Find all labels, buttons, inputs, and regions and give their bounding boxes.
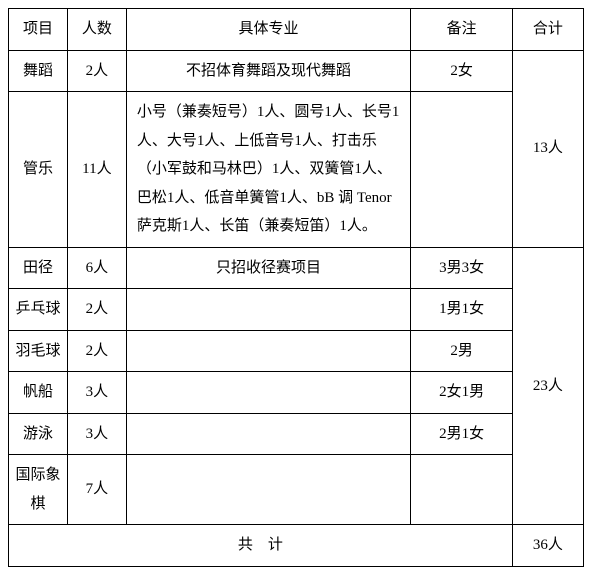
- cell-count: 2人: [67, 289, 126, 331]
- cell-remark: 2男: [411, 330, 513, 372]
- recruitment-table: 项目 人数 具体专业 备注 合计 舞蹈 2人 不招体育舞蹈及现代舞蹈 2女 13…: [8, 8, 584, 567]
- header-total: 合计: [512, 9, 583, 51]
- cell-group-total: 23人: [512, 247, 583, 525]
- header-remark: 备注: [411, 9, 513, 51]
- cell-detail: [126, 455, 410, 525]
- cell-project: 羽毛球: [9, 330, 68, 372]
- cell-project: 田径: [9, 247, 68, 289]
- cell-detail: [126, 372, 410, 414]
- table-row: 田径 6人 只招收径赛项目 3男3女 23人: [9, 247, 584, 289]
- cell-remark: [411, 92, 513, 248]
- cell-count: 2人: [67, 50, 126, 92]
- cell-remark: 2女: [411, 50, 513, 92]
- cell-project: 乒乓球: [9, 289, 68, 331]
- header-project: 项目: [9, 9, 68, 51]
- cell-remark: [411, 455, 513, 525]
- table-header-row: 项目 人数 具体专业 备注 合计: [9, 9, 584, 51]
- cell-remark: 3男3女: [411, 247, 513, 289]
- cell-detail: 不招体育舞蹈及现代舞蹈: [126, 50, 410, 92]
- footer-total: 36人: [512, 525, 583, 567]
- cell-count: 7人: [67, 455, 126, 525]
- cell-group-total: 13人: [512, 50, 583, 247]
- table-row: 游泳 3人 2男1女: [9, 413, 584, 455]
- cell-detail: 只招收径赛项目: [126, 247, 410, 289]
- table-row: 管乐 11人 小号（兼奏短号）1人、圆号1人、长号1人、大号1人、上低音号1人、…: [9, 92, 584, 248]
- cell-project: 国际象棋: [9, 455, 68, 525]
- cell-remark: 2女1男: [411, 372, 513, 414]
- footer-label: 共 计: [9, 525, 513, 567]
- table-row: 乒乓球 2人 1男1女: [9, 289, 584, 331]
- cell-remark: 1男1女: [411, 289, 513, 331]
- cell-count: 6人: [67, 247, 126, 289]
- cell-count: 11人: [67, 92, 126, 248]
- header-count: 人数: [67, 9, 126, 51]
- cell-detail: [126, 330, 410, 372]
- cell-count: 2人: [67, 330, 126, 372]
- table-row: 帆船 3人 2女1男: [9, 372, 584, 414]
- cell-detail: 小号（兼奏短号）1人、圆号1人、长号1人、大号1人、上低音号1人、打击乐（小军鼓…: [126, 92, 410, 248]
- cell-project: 管乐: [9, 92, 68, 248]
- cell-count: 3人: [67, 372, 126, 414]
- cell-remark: 2男1女: [411, 413, 513, 455]
- table-footer-row: 共 计 36人: [9, 525, 584, 567]
- cell-project: 舞蹈: [9, 50, 68, 92]
- cell-detail: [126, 413, 410, 455]
- header-detail: 具体专业: [126, 9, 410, 51]
- cell-count: 3人: [67, 413, 126, 455]
- table-row: 羽毛球 2人 2男: [9, 330, 584, 372]
- cell-project: 帆船: [9, 372, 68, 414]
- cell-detail: [126, 289, 410, 331]
- table-row: 国际象棋 7人: [9, 455, 584, 525]
- table-row: 舞蹈 2人 不招体育舞蹈及现代舞蹈 2女 13人: [9, 50, 584, 92]
- cell-project: 游泳: [9, 413, 68, 455]
